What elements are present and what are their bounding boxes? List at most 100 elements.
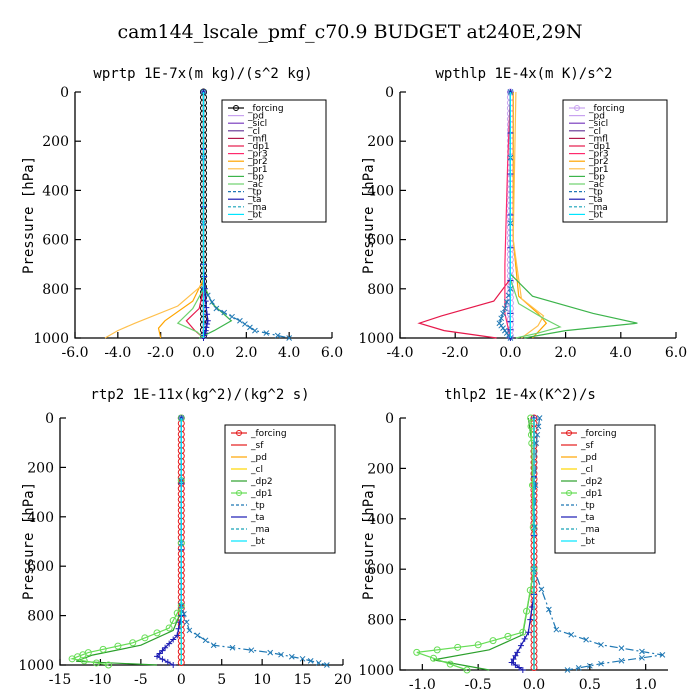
series-line-ac-wpthlp <box>509 92 562 339</box>
legend-marker-forcing-wpthlp <box>574 105 580 111</box>
legend-label-pd-rtp2: _pd <box>250 453 267 463</box>
series-line-dp2-thlp2 <box>433 417 535 671</box>
legend-label-ma-thlp2: _ma <box>580 525 600 535</box>
series-marker-tp-thlp2 <box>639 654 645 661</box>
series-marker-dp1-rtp2 <box>80 657 88 665</box>
legend-label-ta-wprtp: _ta <box>247 195 262 205</box>
series-marker-tp-wprtp <box>242 321 248 327</box>
series-marker-tp-thlp2 <box>639 648 645 655</box>
series-marker-tp-thlp2 <box>586 662 593 669</box>
series-marker-dp1-thlp2 <box>489 637 497 645</box>
legend-label-bt-thlp2: _bt <box>580 537 595 547</box>
series-line-pr1-wprtp <box>104 92 205 339</box>
series-marker-ta-rtp2 <box>162 644 169 651</box>
series-marker-tp-wprtp <box>229 313 235 320</box>
series-marker-tp-wpthlp <box>503 299 510 305</box>
ytick-label-wpthlp: 1000 <box>358 331 394 347</box>
series-marker-ta-rtp2 <box>176 619 183 626</box>
panel-title-rtp2: rtp2 1E-11x(kg^2)/(kg^2 s) <box>90 387 309 403</box>
series-marker-ta-thlp2 <box>512 661 519 668</box>
series-marker-tp-rtp2 <box>315 660 322 666</box>
series-marker-dp1-rtp2 <box>141 634 149 642</box>
xtick-label-thlp2: 0.5 <box>579 677 601 693</box>
legend-label-tp-wpthlp: _tp <box>588 188 603 198</box>
ylabel-thlp2: Pressure [hPa] <box>361 482 377 600</box>
series-marker-ta-thlp2 <box>514 649 521 656</box>
legend-thlp2: _forcing _sf _pd _cl _dp2 _dp1 _tp _ta _ma _bt <box>554 424 656 554</box>
legend-label-ac-wpthlp: _ac <box>588 180 604 190</box>
series-marker-tp-wprtp <box>209 299 215 305</box>
legend-marker-dp1-thlp2 <box>566 490 572 496</box>
xtick-label-wprtp: -4.0 <box>104 345 131 361</box>
ytick-label-rtp2: 600 <box>27 559 54 575</box>
ytick-label-wprtp: 600 <box>42 233 69 249</box>
legend-label-pd-wpthlp: _pd <box>588 112 605 122</box>
series-line-dp1-rtp2 <box>69 418 182 666</box>
xtick-label-rtp2: 5 <box>217 672 226 688</box>
series-marker-tp-wprtp <box>237 317 243 324</box>
panel-rtp2: rtp2 1E-11x(kg^2)/(kg^2 s) Pressure [hPa… <box>18 387 352 688</box>
panel-title-thlp2: thlp2 1E-4x(K^2)/s <box>444 387 596 403</box>
series-marker-ta-wprtp <box>204 311 211 318</box>
series-marker-tp-wprtp <box>213 305 220 312</box>
legend-marker-forcing-wprtp <box>233 105 239 111</box>
legend-label-pr1-wprtp: _pr1 <box>247 165 268 175</box>
legend-marker-forcing-thlp2 <box>566 430 572 436</box>
series-marker-dp1-rtp2 <box>165 624 173 632</box>
series-marker-ta-wprtp <box>204 317 211 324</box>
series-marker-ta-thlp2 <box>519 667 526 673</box>
ylabel-rtp2: Pressure [hPa] <box>21 482 37 600</box>
xtick-label-thlp2: -0.5 <box>465 677 492 693</box>
panel-title-wpthlp: wpthlp 1E-4x(m K)/s^2 <box>435 66 612 82</box>
series-marker-ta-rtp2 <box>156 650 163 657</box>
xtick-label-wprtp: 6.0 <box>321 345 343 361</box>
series-marker-tp-rtp2 <box>229 644 236 651</box>
series-marker-ta-rtp2 <box>154 653 161 660</box>
legend-label-dp2-rtp2: _dp2 <box>250 477 273 487</box>
series-marker-tp-wprtp <box>252 327 258 334</box>
legend-box-rtp2 <box>224 424 336 554</box>
series-marker-tp-rtp2 <box>248 647 255 654</box>
legend-label-bp-wprtp: _bp <box>247 172 264 182</box>
legend-marker-forcing-rtp2 <box>236 430 242 436</box>
series-marker-ta-thlp2 <box>527 616 534 623</box>
legend-label-ac-wprtp: _ac <box>247 180 263 190</box>
legend-label-tp-wprtp: _tp <box>247 188 262 198</box>
legend-label-cl-rtp2: _cl <box>250 465 263 475</box>
series-marker-tp-thlp2 <box>583 636 589 643</box>
xtick-label-rtp2: -10 <box>89 672 112 688</box>
ytick-label-rtp2: 0 <box>45 411 54 427</box>
series-marker-tp-wpthlp <box>498 315 505 322</box>
xtick-label-wpthlp: 4.0 <box>610 345 632 361</box>
series-marker-tp-thlp2 <box>546 606 552 613</box>
series-marker-tp-thlp2 <box>564 667 571 673</box>
legend-label-mfl-wpthlp: _mfl <box>588 134 608 144</box>
xtick-label-wpthlp: 6.0 <box>665 345 687 361</box>
xtick-label-wprtp: 0.0 <box>192 345 214 361</box>
series-marker-tp-wprtp <box>274 332 281 339</box>
legend-label-pr3-wpthlp: _pr3 <box>588 150 609 160</box>
series-marker-ta-wprtp <box>203 304 210 311</box>
series-marker-dp1-thlp2 <box>529 523 537 531</box>
legend-label-dp1-rtp2: _dp1 <box>250 489 273 499</box>
series-marker-tp-thlp2 <box>568 631 575 638</box>
series-marker-tp-rtp2 <box>186 627 193 634</box>
series-marker-tp-wprtp <box>263 330 270 336</box>
ytick-label-wpthlp: 600 <box>367 233 394 249</box>
ytick-label-thlp2: 600 <box>367 562 394 578</box>
series-marker-tp-thlp2 <box>538 586 545 593</box>
series-marker-ta-rtp2 <box>159 656 166 663</box>
series-marker-ta-thlp2 <box>521 635 528 642</box>
series-marker-dp1-thlp2 <box>528 439 536 447</box>
series-marker-dp1-rtp2 <box>129 639 137 647</box>
panel-wpthlp: wpthlp 1E-4x(m K)/s^2 Pressure [hPa] 0 20… <box>358 66 687 361</box>
series-marker-ta-thlp2 <box>517 642 524 649</box>
panel-thlp2: thlp2 1E-4x(K^2)/s Pressure [hPa] 0 200 40… <box>358 387 668 693</box>
series-marker-tp-rtp2 <box>299 655 306 662</box>
xtick-label-rtp2: 0 <box>177 672 186 688</box>
series-marker-ta-thlp2 <box>510 656 517 663</box>
series-marker-tp-wprtp <box>286 335 293 341</box>
xtick-label-wpthlp: 2.0 <box>554 345 576 361</box>
series-marker-ta-rtp2 <box>166 640 173 647</box>
